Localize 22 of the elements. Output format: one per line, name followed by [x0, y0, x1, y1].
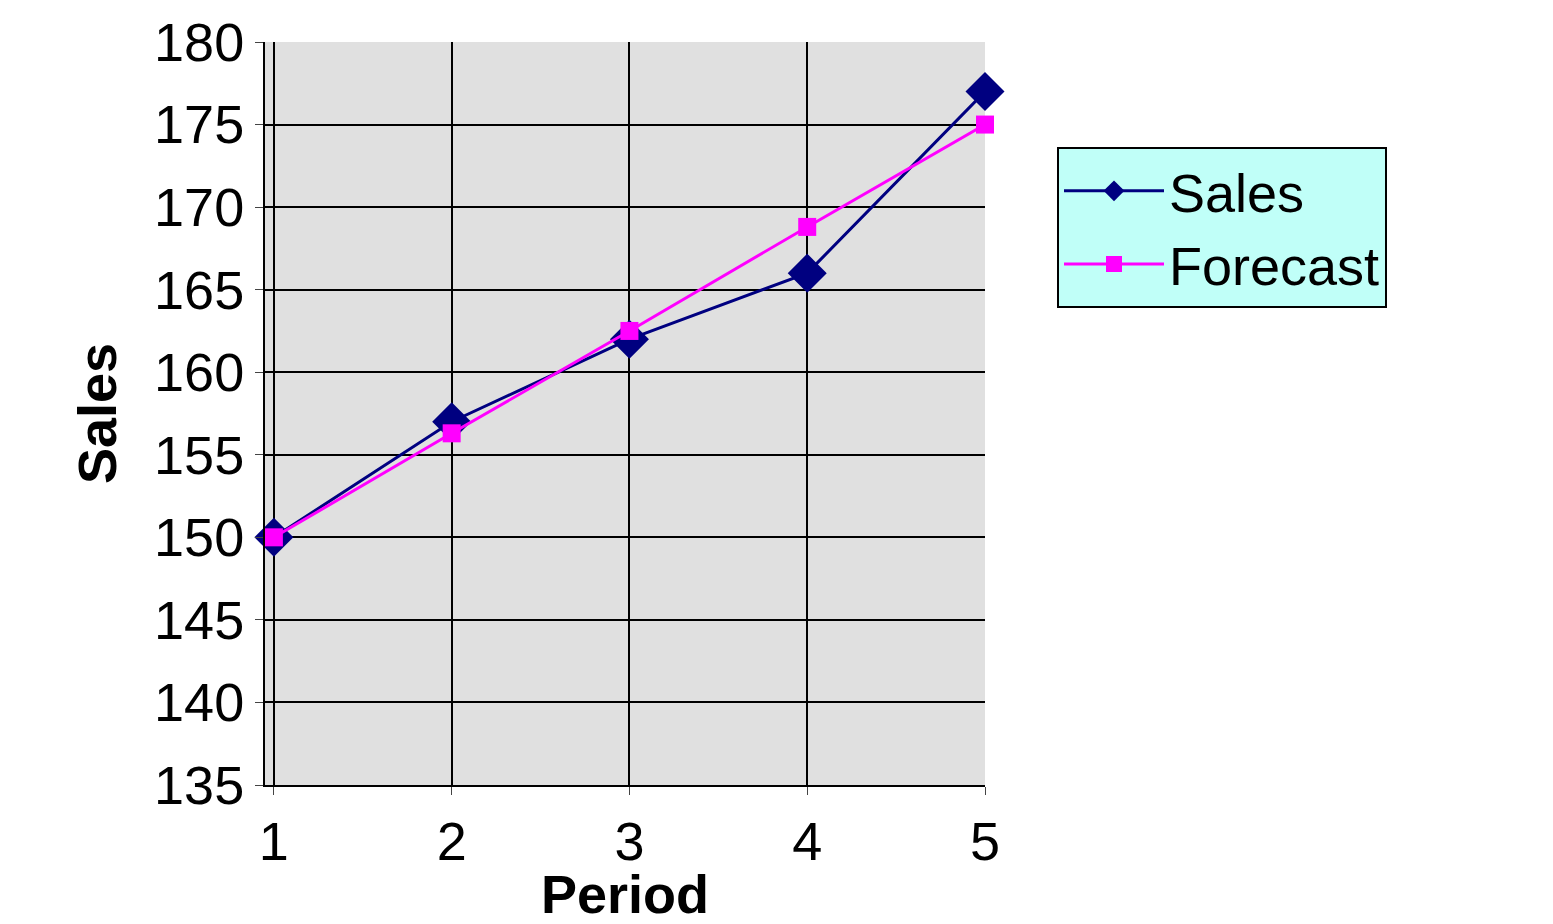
x-tick-label: 2 — [436, 810, 467, 871]
y-tick-label: 175 — [154, 94, 245, 155]
x-tick-label: 4 — [792, 810, 823, 871]
y-tick-label: 160 — [154, 342, 245, 403]
y-tick-label: 150 — [154, 507, 245, 568]
y-tick-label: 135 — [154, 754, 245, 815]
point — [787, 253, 827, 293]
x-tick-label: 1 — [258, 810, 289, 871]
point — [798, 217, 817, 236]
point — [442, 424, 461, 443]
point — [976, 115, 994, 134]
y-tick-label: 145 — [154, 589, 245, 650]
y-tick-label: 140 — [154, 672, 245, 733]
y-tick-label: 165 — [154, 259, 245, 320]
point — [965, 72, 1005, 112]
y-tick-label: 180 — [154, 11, 245, 72]
legend-label: Forecast — [1169, 236, 1380, 297]
y-tick-label: 155 — [154, 424, 245, 485]
y-tick-label: 170 — [154, 177, 245, 238]
legend-label: Sales — [1169, 162, 1305, 223]
y-axis-title: Sales — [67, 342, 128, 485]
x-tick-label: 5 — [969, 810, 1001, 871]
